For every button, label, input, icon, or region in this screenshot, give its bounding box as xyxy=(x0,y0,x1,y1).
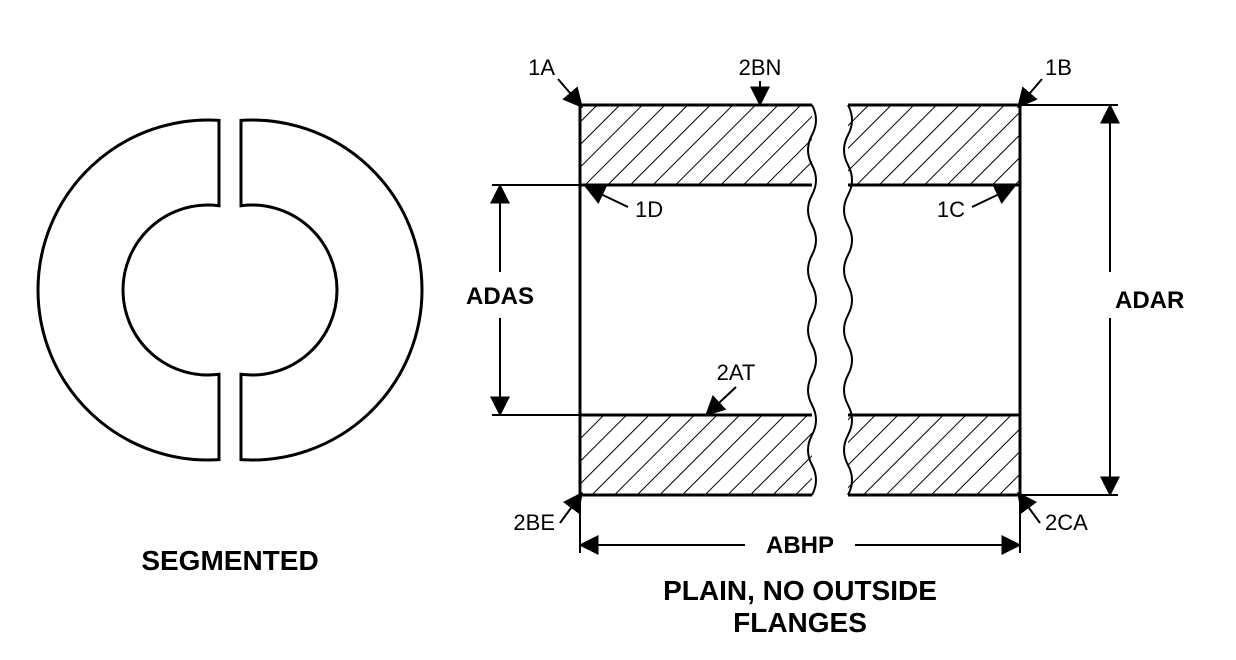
callout-1c: 1C xyxy=(937,197,965,222)
callout-1a: 1A xyxy=(528,55,555,80)
callout-2ca-leader xyxy=(1018,493,1040,523)
callout-2be-leader xyxy=(560,493,582,523)
dim-abhp: ABHP xyxy=(766,532,834,559)
dim-adas: ADAS xyxy=(466,283,534,310)
callout-1a-leader xyxy=(558,79,582,107)
dim-adar: ADAR xyxy=(1115,287,1184,314)
ring-right-half xyxy=(241,120,422,460)
callout-1d: 1D xyxy=(635,197,663,222)
callout-1d-leader xyxy=(586,187,628,207)
callout-1c-leader xyxy=(972,187,1014,207)
technical-drawing: SEGMENTED ABHP ADAS ADAR 1A 2BN 1B 1D 1C 2AT 2BE 2… xyxy=(0,0,1236,660)
ring-left-half xyxy=(38,120,219,460)
plain-title-line2: FLANGES xyxy=(733,607,867,638)
callout-1b: 1B xyxy=(1045,55,1072,80)
callout-2be: 2BE xyxy=(513,510,555,535)
plain-title-line1: PLAIN, NO OUTSIDE xyxy=(663,575,937,606)
callout-1b-leader xyxy=(1018,79,1042,107)
callout-2ca: 2CA xyxy=(1045,510,1088,535)
callout-2bn: 2BN xyxy=(739,55,782,80)
segmented-title: SEGMENTED xyxy=(141,545,318,576)
callout-2at: 2AT xyxy=(717,360,756,385)
callout-2at-leader xyxy=(706,387,736,415)
segmented-ring xyxy=(38,120,422,460)
